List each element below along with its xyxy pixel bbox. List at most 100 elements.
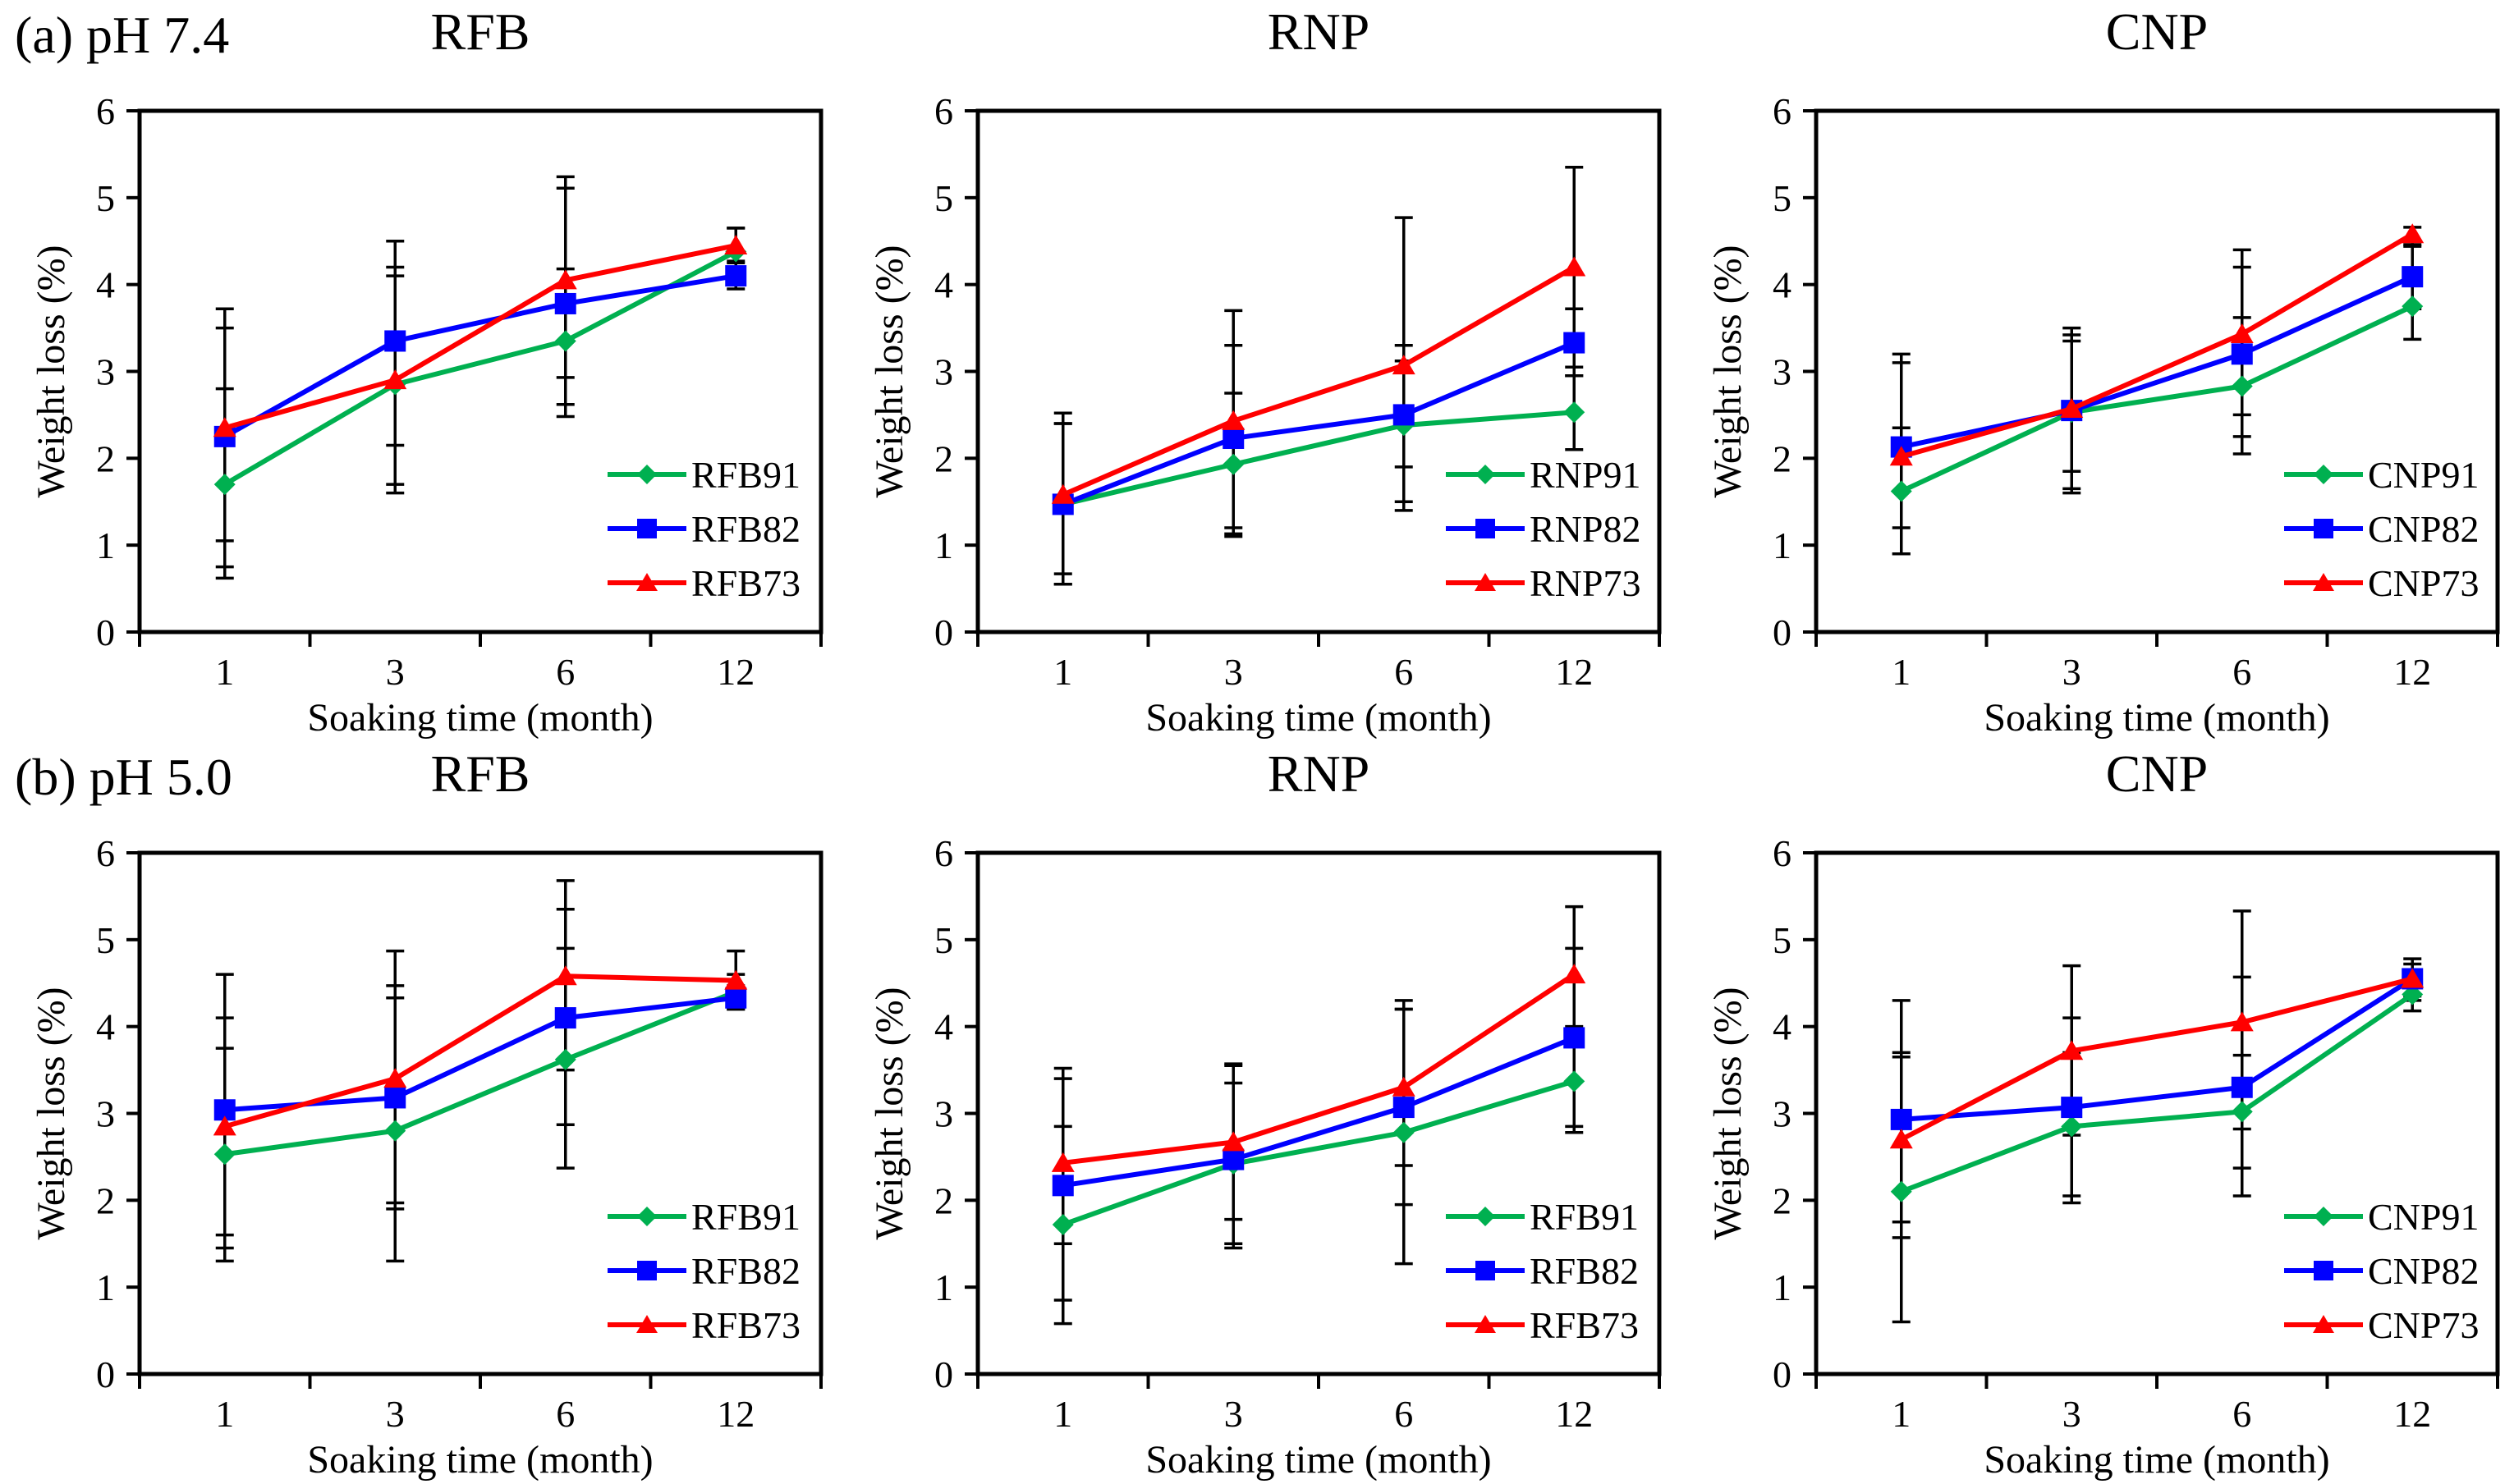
x-tick-label: 3 [386, 1393, 405, 1435]
diamond-marker [1563, 401, 1585, 424]
y-tick-label: 0 [934, 1353, 953, 1395]
x-tick-label: 1 [215, 1393, 234, 1435]
square-marker [2314, 519, 2333, 538]
y-tick-label: 1 [1773, 1266, 1791, 1308]
panel-b-rnp: 0 1 2 3 4 5 6 1 3 6 12 Soaking time (month) Weight l… [838, 742, 1676, 1484]
y-tick-label: 4 [96, 1006, 115, 1048]
square-marker [1475, 1261, 1495, 1280]
y-tick-label: 6 [1773, 832, 1791, 874]
plot-box [1814, 850, 2500, 1376]
diamond-marker [2231, 375, 2253, 397]
square-marker [2402, 266, 2424, 288]
y-axis-title: Weight loss (%) [1706, 987, 1750, 1239]
square-marker [2061, 1097, 2083, 1119]
x-tick-label: 1 [1892, 651, 1911, 693]
panel-b-rfb: 0 1 2 3 4 5 6 1 3 6 12 Soaking time (month) Weight l… [0, 742, 837, 1484]
y-tick-label: 3 [1773, 1093, 1791, 1135]
x-tick-label: 12 [1555, 651, 1593, 693]
legend-label: RFB82 [691, 508, 801, 550]
y-tick-label: 0 [96, 611, 115, 653]
legend-label: CNP82 [2368, 1250, 2479, 1292]
y-tick-label: 6 [96, 90, 115, 132]
diamond-marker [554, 1048, 576, 1070]
y-tick-label: 5 [96, 177, 115, 219]
square-marker [1052, 1175, 1074, 1197]
x-tick-label: 6 [2232, 651, 2251, 693]
panel-title-a-rnp: RNP [1267, 2, 1370, 61]
square-marker [1563, 332, 1585, 354]
y-tick-label: 4 [1773, 1006, 1791, 1048]
square-marker [1563, 1027, 1585, 1049]
x-tick-label: 1 [1053, 1393, 1072, 1435]
y-tick-label: 5 [934, 177, 953, 219]
triangle-marker [1222, 1131, 1246, 1152]
series-line-RFB91 [1062, 1079, 1576, 1227]
series-line-RFB91 [224, 989, 737, 1157]
square-marker [2231, 343, 2253, 365]
series-line-RFB73 [1062, 972, 1576, 1166]
square-marker [384, 1087, 406, 1109]
legend-label: RFB91 [691, 1196, 801, 1238]
legend-label: RNP82 [1530, 508, 1640, 550]
diamond-marker [2314, 1207, 2333, 1226]
diamond-marker [2231, 1101, 2253, 1123]
x-tick-label: 12 [2393, 651, 2431, 693]
series-line-RFB82 [223, 273, 736, 439]
y-tick-label: 2 [934, 1179, 953, 1221]
triangle-marker [636, 573, 658, 591]
y-tick-label: 2 [934, 437, 953, 479]
x-tick-label: 6 [1394, 1393, 1413, 1435]
square-marker [384, 330, 406, 352]
panel-a-rfb: 0 1 2 3 4 5 6 1 3 6 12 Soaking time (month) Weight l… [0, 0, 837, 742]
x-tick-label: 6 [556, 651, 575, 693]
y-tick-label: 1 [96, 1266, 115, 1308]
triangle-marker [213, 417, 236, 437]
series-line-RFB73 [223, 243, 736, 431]
x-tick-label: 12 [717, 651, 755, 693]
square-marker [1475, 519, 1495, 538]
legend-label: CNP82 [2368, 508, 2479, 550]
series-line-CNP82 [1901, 274, 2414, 450]
triangle-marker [383, 1068, 407, 1088]
triangle-marker [636, 1315, 658, 1333]
y-tick-label: 0 [96, 1353, 115, 1395]
square-marker [725, 265, 747, 287]
triangle-marker [1475, 573, 1496, 591]
diamond-marker [554, 330, 576, 352]
panel-title-a-rfb: RFB [430, 2, 530, 61]
x-tick-label: 1 [1053, 651, 1072, 693]
diamond-marker [2402, 983, 2424, 1005]
legend-label: RNP91 [1530, 454, 1640, 496]
y-tick-label: 2 [96, 437, 115, 479]
y-tick-label: 5 [934, 919, 953, 961]
x-tick-label: 6 [2232, 1393, 2251, 1435]
y-tick-label: 3 [96, 1093, 115, 1135]
x-axis-title: Soaking time (month) [1145, 1438, 1491, 1482]
legend-label: RFB82 [691, 1250, 801, 1292]
triangle-marker [1051, 1152, 1075, 1172]
square-marker [554, 292, 576, 314]
square-marker [1890, 1108, 1912, 1130]
panel-b-cnp: 0 1 2 3 4 5 6 1 3 6 12 Soaking time (month) Weight l… [1677, 742, 2514, 1484]
x-axis-title: Soaking time (month) [1984, 696, 2329, 740]
legend-label: CNP73 [2368, 562, 2479, 604]
square-marker [2314, 1261, 2333, 1280]
x-tick-label: 3 [2062, 1393, 2081, 1435]
legend-label: CNP91 [2368, 454, 2479, 496]
triangle-marker [213, 1115, 236, 1136]
x-axis-title: Soaking time (month) [1145, 696, 1491, 740]
triangle-marker [1392, 1076, 1415, 1097]
square-marker [637, 1261, 657, 1280]
panel-title-b-rnp: RNP [1267, 744, 1370, 803]
x-tick-label: 1 [215, 651, 234, 693]
triangle-marker [2401, 968, 2425, 988]
x-tick-label: 3 [1224, 651, 1243, 693]
y-tick-label: 4 [96, 264, 115, 306]
triangle-marker [2313, 573, 2334, 591]
series-line-CNP91 [1900, 992, 2414, 1194]
triangle-marker [1475, 1315, 1496, 1333]
